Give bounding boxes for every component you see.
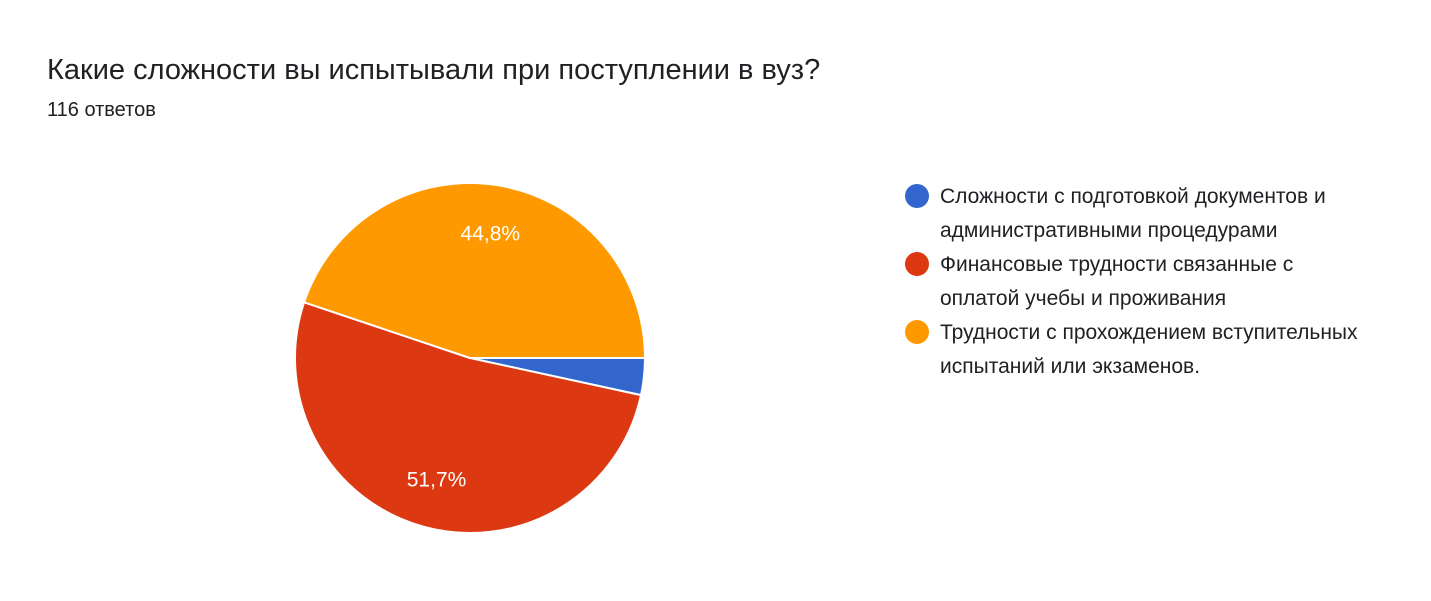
response-count: 116 ответов — [47, 99, 156, 121]
legend: Сложности с подготовкой документов и адм… — [905, 180, 1365, 384]
pie-slice-exams[interactable] — [302, 182, 647, 359]
pie-slice-financial[interactable] — [294, 301, 643, 534]
legend-label-documents: Сложности с подготовкой документов и адм… — [940, 185, 1326, 242]
pie-labels: 51,7% 44,8% — [407, 223, 520, 492]
legend-item-documents[interactable]: Сложности с подготовкой документов и адм… — [905, 180, 1365, 248]
legend-item-exams[interactable]: Трудности с прохождением вступительных и… — [905, 316, 1365, 384]
pie-label-exams: 44,8% — [461, 223, 521, 246]
legend-swatch-documents — [905, 184, 929, 208]
pie-label-financial: 51,7% — [407, 468, 467, 491]
legend-swatch-financial — [905, 252, 929, 276]
pie-slices — [294, 182, 647, 534]
chart-title: Какие сложности вы испытывали при поступ… — [47, 54, 821, 86]
legend-label-exams: Трудности с прохождением вступительных и… — [940, 321, 1358, 378]
legend-swatch-exams — [905, 320, 929, 344]
legend-item-financial[interactable]: Финансовые трудности связанные с оплатой… — [905, 248, 1365, 316]
legend-label-financial: Финансовые трудности связанные с оплатой… — [940, 253, 1294, 310]
